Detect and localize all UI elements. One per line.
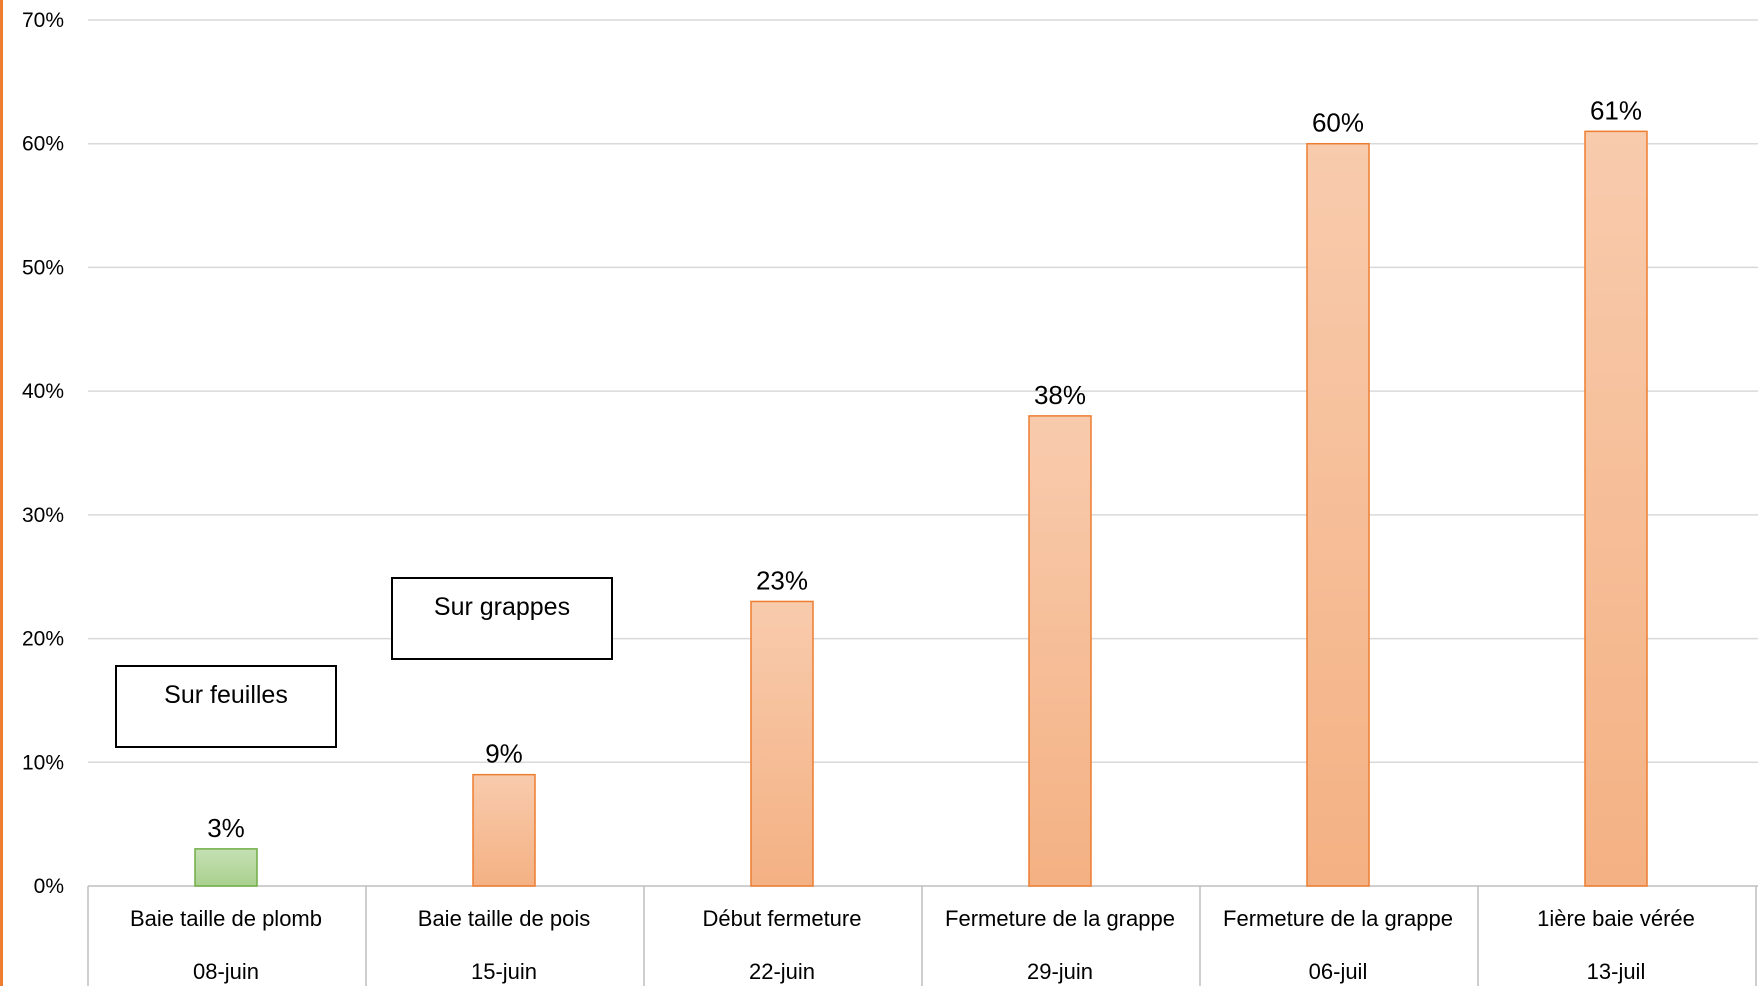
annotation-box	[115, 665, 337, 748]
category-date-label: 22-juin	[749, 959, 815, 984]
category-label: 1ière baie vérée	[1537, 906, 1695, 931]
annotation-text: Sur grappes	[434, 593, 570, 621]
category-date-label: 13-juil	[1587, 959, 1646, 984]
left-border	[0, 0, 3, 986]
bar	[472, 773, 536, 887]
category-label: Baie taille de pois	[418, 906, 590, 931]
bar	[1028, 415, 1092, 887]
y-tick-label: 10%	[22, 751, 64, 774]
annotation-box	[391, 577, 613, 660]
annotation-text: Sur feuilles	[164, 681, 288, 709]
y-tick-label: 40%	[22, 380, 64, 403]
data-label: 60%	[1312, 108, 1364, 138]
data-label: 38%	[1034, 380, 1086, 410]
data-label: 23%	[756, 565, 808, 595]
bar	[1306, 142, 1370, 887]
data-label: 61%	[1590, 95, 1642, 125]
category-label: Fermeture de la grappe	[945, 906, 1175, 931]
y-tick-label: 70%	[22, 9, 64, 32]
y-tick-label: 20%	[22, 628, 64, 651]
category-date-label: 15-juin	[471, 959, 537, 984]
category-date-label: 29-juin	[1027, 959, 1093, 984]
y-tick-label: 60%	[22, 133, 64, 156]
data-label: 3%	[207, 813, 245, 843]
y-tick-label: 30%	[22, 504, 64, 527]
bar	[194, 848, 258, 887]
category-label: Baie taille de plomb	[130, 906, 322, 931]
category-date-label: 06-juil	[1309, 959, 1368, 984]
bar	[1584, 130, 1648, 887]
bar	[750, 600, 814, 887]
category-label: Début fermeture	[703, 906, 862, 931]
y-tick-label: 0%	[34, 875, 64, 898]
category-label: Fermeture de la grappe	[1223, 906, 1453, 931]
y-tick-label: 50%	[22, 256, 64, 279]
category-date-label: 08-juin	[193, 959, 259, 984]
data-label: 9%	[485, 739, 523, 769]
